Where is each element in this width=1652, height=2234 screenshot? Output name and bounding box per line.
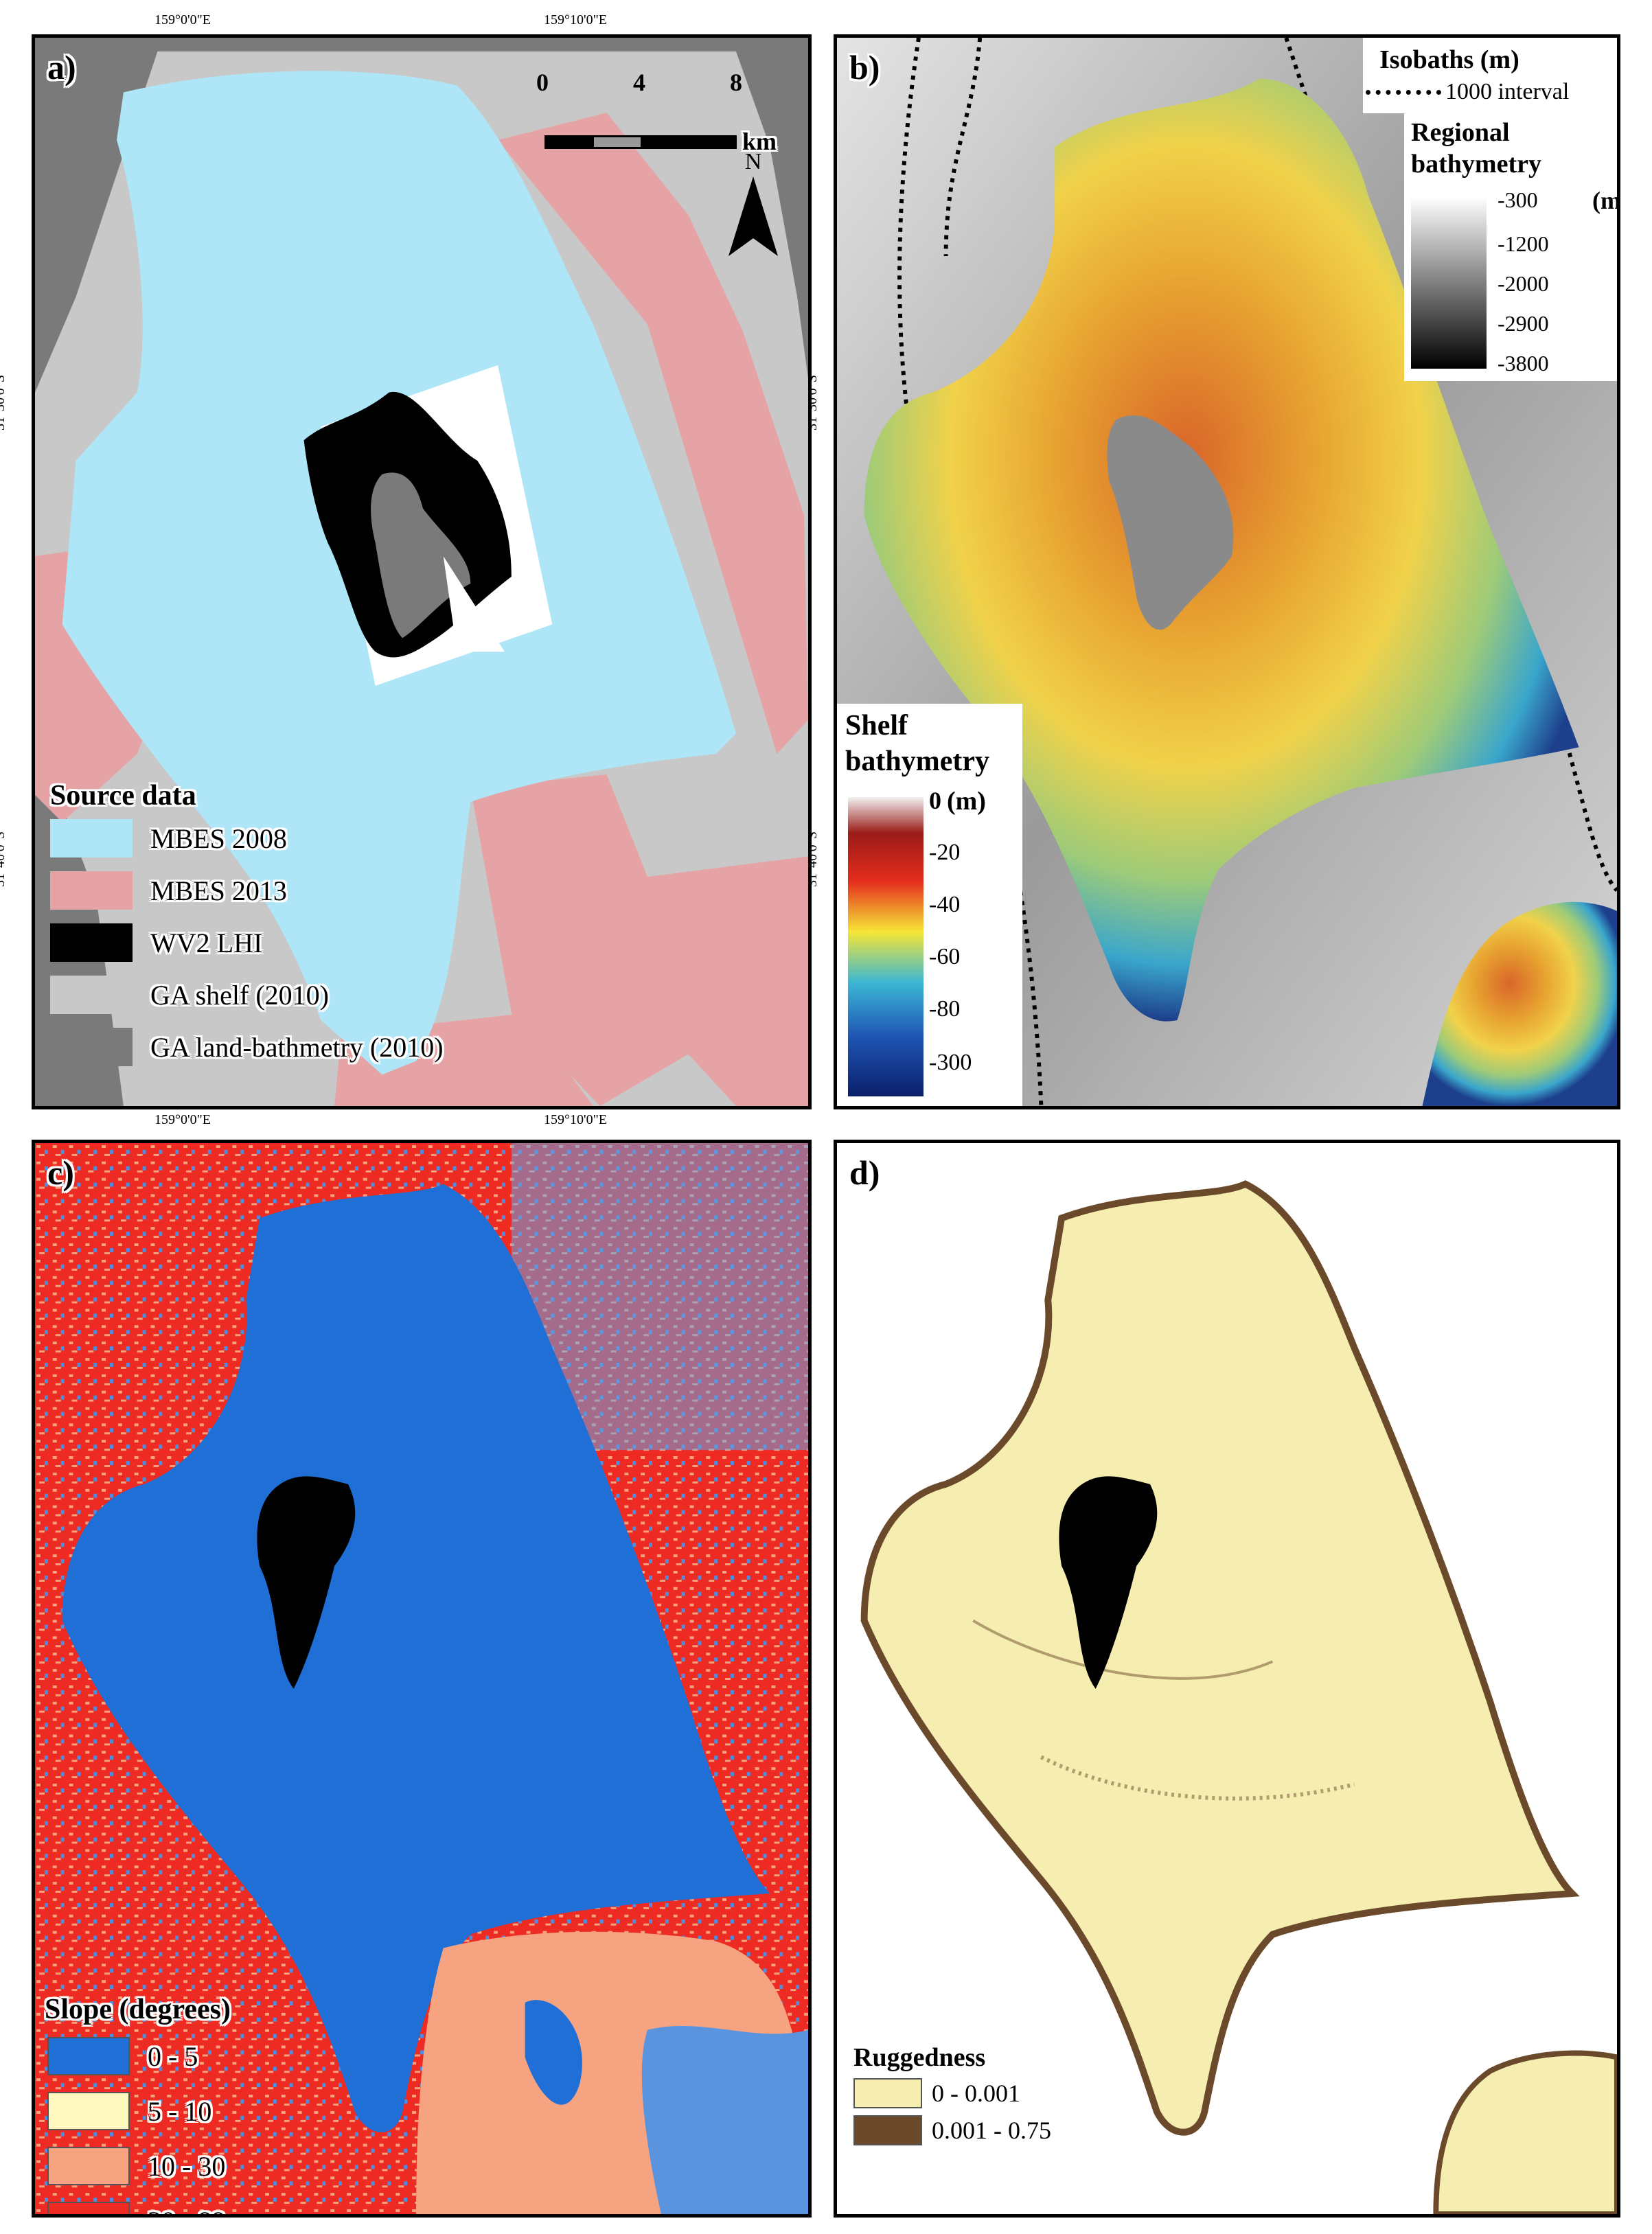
panel-c-label: c) xyxy=(47,1153,74,1192)
legend-a-item-2: MBES 2013 xyxy=(50,871,287,910)
legend-d-title: Ruggedness xyxy=(853,2043,986,2072)
legend-a-label-3: WV2 LHI xyxy=(150,927,263,958)
isobath-legend xyxy=(1363,38,1617,113)
lon-label-mid-right: 159°10'0"E xyxy=(544,1112,607,1127)
isobath-title: Isobaths (m) xyxy=(1379,45,1519,74)
shelf-tick-6: -300 xyxy=(929,1050,972,1075)
regional-colorbar xyxy=(1411,197,1487,369)
legend-a-item-3: WV2 LHI xyxy=(50,923,262,962)
north-arrow: N xyxy=(726,149,781,259)
shelf-tick-1: 0 xyxy=(929,787,941,814)
legend-c-item-3: 10 - 30 xyxy=(47,2147,225,2185)
lat-label-a-upper: 31°30'0"S xyxy=(0,375,8,430)
legend-d-item-2: 0.001 - 0.75 xyxy=(853,2115,1051,2145)
lon-label-top-right: 159°10'0"E xyxy=(544,12,607,27)
legend-a-item-1: MBES 2008 xyxy=(50,819,287,857)
slope-map xyxy=(35,1143,808,2214)
regional-tick-5: -3800 xyxy=(1498,351,1549,376)
lat-label-a-lower: 31°40'0"S xyxy=(0,831,8,887)
regional-tick-2: -1200 xyxy=(1498,231,1549,256)
regional-title-1: Regional xyxy=(1411,118,1510,147)
bathymetry-map xyxy=(837,38,1617,1106)
lon-label-mid-left: 159°0'0"E xyxy=(154,1112,211,1127)
legend-c-item-1: 0 - 5 xyxy=(47,2037,198,2075)
regional-tick-3: -2000 xyxy=(1498,271,1549,296)
legend-c-label-1: 0 - 5 xyxy=(148,2040,198,2072)
isobath-row: 1000 interval xyxy=(1366,79,1569,105)
isobath-dotted-line-icon xyxy=(1366,89,1441,95)
shelf-tick-3: -40 xyxy=(929,892,961,917)
shelf-tick-5: -80 xyxy=(929,996,961,1022)
panel-b-label: b) xyxy=(849,48,880,87)
legend-a-item-5: GA land-bathmetry (2010) xyxy=(50,1028,444,1066)
legend-d-item-1: 0 - 0.001 xyxy=(853,2078,1020,2108)
legend-c-label-4: 30 - 89 xyxy=(148,2205,225,2215)
shelf-colorbar xyxy=(848,797,923,1096)
scale-unit: km xyxy=(742,128,777,155)
ruggedness-map xyxy=(837,1143,1617,2214)
legend-c-item-4: 30 - 89 xyxy=(47,2202,225,2215)
scale-tick-0: 0 xyxy=(536,69,549,96)
shelf-tick-2: -20 xyxy=(929,840,961,865)
panel-a-source-data: a) 0 4 8 km N Source data MBES 2008 MBES… xyxy=(32,34,812,1109)
north-arrow-icon xyxy=(729,176,778,256)
regional-title-2: bathymetry xyxy=(1411,150,1541,179)
scale-tick-4: 4 xyxy=(633,69,645,96)
lon-label-top-left: 159°0'0"E xyxy=(154,12,211,27)
legend-c-item-2: 5 - 10 xyxy=(47,2092,211,2130)
north-label: N xyxy=(744,149,762,174)
legend-a-label-4: GA shelf (2010) xyxy=(150,979,329,1011)
legend-c-label-2: 5 - 10 xyxy=(148,2095,212,2127)
legend-c-label-3: 10 - 30 xyxy=(148,2150,226,2182)
legend-d-label-2: 0.001 - 0.75 xyxy=(932,2117,1051,2144)
isobath-label: 1000 interval xyxy=(1445,79,1570,104)
panel-c-slope: c) Slope (degrees) 0 - 5 5 - 10 10 - 30 … xyxy=(32,1140,812,2218)
regional-tick-1: -300 xyxy=(1498,187,1538,212)
regional-unit: (m) xyxy=(1592,187,1620,214)
panel-d-ruggedness: d) Ruggedness 0 - 0.001 0.001 - 0.75 xyxy=(834,1140,1620,2218)
panel-d-label: d) xyxy=(849,1153,880,1192)
panel-a-label: a) xyxy=(47,48,76,87)
legend-a-title: Source data xyxy=(50,780,196,811)
source-data-map xyxy=(35,38,808,1106)
shelf-title-1: Shelf xyxy=(845,710,908,741)
shelf-title-2: bathymetry xyxy=(845,746,989,777)
legend-a-item-4: GA shelf (2010) xyxy=(50,976,329,1014)
legend-a-label-1: MBES 2008 xyxy=(150,822,287,854)
panel-b-bathymetry: b) Isobaths (m) 1000 interval Regional b… xyxy=(834,34,1620,1109)
legend-d-label-1: 0 - 0.001 xyxy=(932,2080,1020,2107)
legend-a-label-5: GA land-bathmetry (2010) xyxy=(150,1031,444,1063)
legend-c-title: Slope (degrees) xyxy=(45,1994,231,2025)
regional-tick-4: -2900 xyxy=(1498,311,1549,336)
scale-bar: 0 4 8 km xyxy=(536,68,808,155)
shelf-unit: (m) xyxy=(947,787,986,816)
scale-tick-8: 8 xyxy=(730,69,742,96)
legend-a-label-2: MBES 2013 xyxy=(150,875,287,906)
shelf-tick-4: -60 xyxy=(929,944,961,969)
